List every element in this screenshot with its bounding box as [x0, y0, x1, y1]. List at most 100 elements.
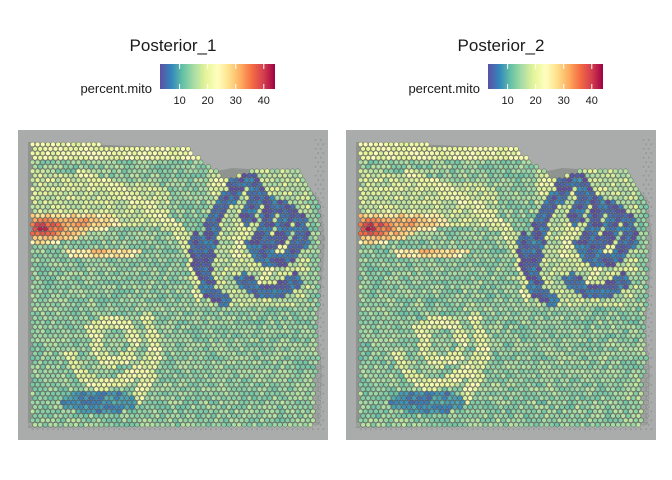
spot: [427, 200, 432, 205]
spot: [114, 378, 119, 383]
spot: [465, 178, 470, 183]
spot: [455, 169, 460, 174]
spot: [616, 244, 621, 249]
spot: [117, 249, 122, 254]
spot: [33, 271, 38, 276]
spot: [219, 276, 224, 281]
spot: [314, 138, 317, 141]
spot: [94, 155, 99, 160]
spot: [290, 276, 295, 281]
spot: [201, 316, 206, 321]
spot: [260, 293, 265, 298]
spot: [127, 249, 132, 254]
spot: [588, 169, 593, 174]
spot: [319, 325, 322, 328]
spot: [227, 316, 232, 321]
spot: [163, 178, 168, 183]
spot: [322, 152, 325, 155]
spot: [155, 405, 160, 410]
spot: [68, 351, 73, 356]
spot: [158, 391, 163, 396]
spot: [447, 236, 452, 241]
spot: [191, 262, 196, 267]
spot: [384, 240, 389, 245]
spot: [317, 365, 320, 368]
spot: [425, 240, 430, 245]
spot: [96, 320, 101, 325]
spot: [196, 191, 201, 196]
spot: [91, 373, 96, 378]
spot: [473, 173, 478, 178]
spot: [38, 191, 43, 196]
spot: [112, 213, 117, 218]
spot: [201, 351, 206, 356]
spot: [265, 204, 270, 209]
spot: [179, 428, 182, 431]
spot: [63, 209, 68, 214]
spot: [257, 325, 262, 330]
spot: [283, 360, 288, 365]
spot: [478, 191, 483, 196]
spot: [237, 200, 242, 205]
spot: [48, 200, 53, 205]
spot: [567, 213, 572, 218]
spot: [229, 365, 234, 370]
spot: [407, 227, 412, 232]
spot: [227, 369, 232, 374]
spot: [322, 428, 325, 431]
spot: [66, 338, 71, 343]
spot: [239, 338, 244, 343]
spot: [319, 405, 322, 408]
spot: [521, 258, 526, 263]
spot: [483, 236, 488, 241]
spot: [221, 342, 226, 347]
spot: [48, 414, 53, 419]
spot: [198, 240, 203, 245]
spot: [613, 204, 618, 209]
spot: [493, 236, 498, 241]
spot: [275, 285, 280, 290]
spot: [234, 204, 239, 209]
spot: [89, 236, 94, 241]
spot: [58, 360, 63, 365]
spot: [89, 360, 94, 365]
spot: [386, 191, 391, 196]
spot: [81, 169, 86, 174]
spot: [521, 160, 526, 165]
spot: [191, 164, 196, 169]
spot: [386, 155, 391, 160]
spot: [227, 342, 232, 347]
spot: [603, 213, 608, 218]
spot: [145, 298, 150, 303]
spot: [313, 351, 318, 356]
spot: [66, 267, 71, 272]
spot: [191, 191, 196, 196]
spot: [84, 360, 89, 365]
spot: [127, 187, 132, 192]
spot: [308, 414, 313, 419]
spot: [412, 209, 417, 214]
spot: [316, 258, 321, 263]
spot: [186, 325, 191, 330]
spot: [46, 382, 51, 387]
spot: [137, 187, 142, 192]
spot: [295, 169, 300, 174]
spot: [366, 236, 371, 241]
spot: [201, 414, 206, 419]
spot: [481, 169, 486, 174]
spot: [311, 302, 316, 307]
spot: [109, 378, 114, 383]
spot: [290, 338, 295, 343]
spot: [603, 169, 608, 174]
spot: [481, 240, 486, 245]
spot: [288, 333, 293, 338]
spot: [376, 164, 381, 169]
spot: [267, 325, 272, 330]
spot: [262, 360, 267, 365]
spot: [155, 209, 160, 214]
spot: [198, 365, 203, 370]
spot: [153, 187, 158, 192]
spot: [278, 396, 283, 401]
spot: [267, 298, 272, 303]
spot: [555, 191, 560, 196]
